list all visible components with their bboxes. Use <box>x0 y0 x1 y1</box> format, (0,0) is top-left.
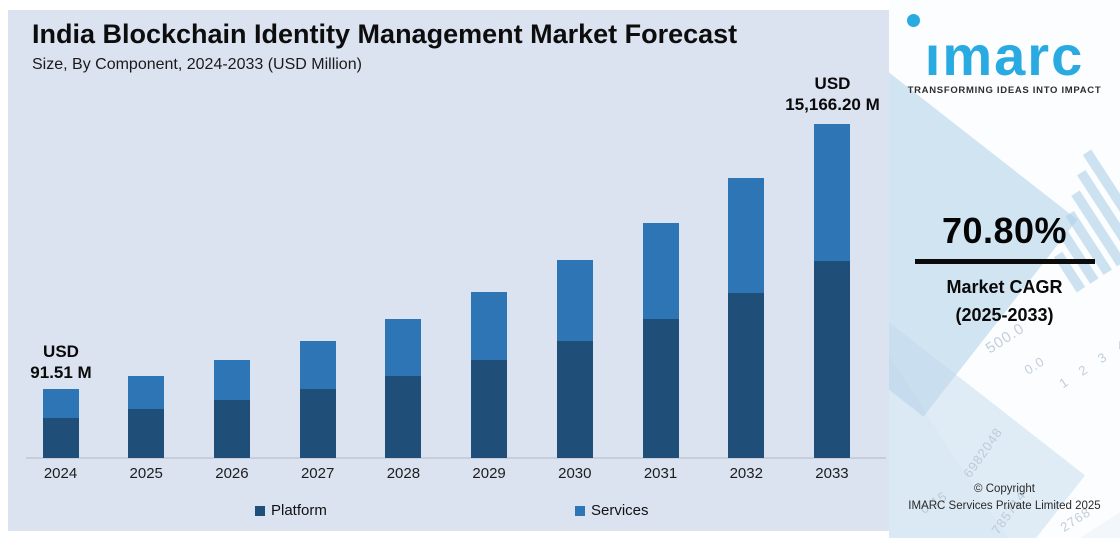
x-axis-label-2030: 2030 <box>558 465 592 482</box>
data-label-2033-line1: USD <box>814 74 851 93</box>
chart-title: India Blockchain Identity Management Mar… <box>32 19 738 49</box>
legend-item-platform: Platform <box>255 502 327 519</box>
bar-segment-services-2032 <box>728 178 765 293</box>
x-axis-label-2033: 2033 <box>815 465 849 482</box>
copyright-line2: IMARC Services Private Limited 2025 <box>908 500 1101 512</box>
bar-segment-services-2029 <box>471 292 508 360</box>
data-label-2024-line2: 91.51 M <box>30 363 92 382</box>
bar-segment-platform-2031 <box>642 319 679 458</box>
cagr-label-line1: Market CAGR <box>946 277 1063 297</box>
bar-segment-services-2030 <box>556 260 593 341</box>
x-axis-label-2024: 2024 <box>43 465 78 482</box>
bar-segment-services-2033 <box>813 124 850 261</box>
watermark-number: 1 2 3 4 <box>1056 333 1120 392</box>
watermark-number: 6982048 <box>960 424 1006 481</box>
chart-legend: Platform Services <box>8 502 889 526</box>
cagr-underline <box>914 259 1095 264</box>
bar-2033 <box>813 124 850 458</box>
x-axis-label-2031: 2031 <box>643 465 678 482</box>
legend-item-services: Services <box>575 502 649 519</box>
x-axis-label-2032: 2032 <box>729 465 763 482</box>
bar-2032 <box>728 178 765 458</box>
bar-2028 <box>385 319 422 458</box>
legend-label-services: Services <box>591 502 649 519</box>
bar-2025 <box>128 376 165 458</box>
chart-panel: India Blockchain Identity Management Mar… <box>8 10 889 531</box>
plot-area: USD 91.51 M USD 15,166.20 M Platform Ser… <box>8 10 889 531</box>
legend-label-platform: Platform <box>271 502 327 519</box>
copyright-line1: © Copyright <box>974 483 1035 495</box>
bar-segment-platform-2032 <box>728 293 765 458</box>
bar-segment-platform-2033 <box>813 261 850 458</box>
logo-dot-icon <box>907 14 920 27</box>
x-axis-label-2026: 2026 <box>215 465 249 482</box>
bar-segment-services-2031 <box>642 223 679 319</box>
services-swatch-icon <box>575 505 585 516</box>
bar-segment-services-2028 <box>385 319 422 376</box>
data-label-2024-line1: USD <box>43 342 79 361</box>
bar-segment-platform-2026 <box>213 400 250 458</box>
cagr-block: 70.80% Market CAGR (2025-2033) <box>889 210 1120 329</box>
logo-wordmark: ımarc <box>924 24 1085 87</box>
bar-segment-platform-2024 <box>42 418 79 458</box>
bar-segment-services-2026 <box>213 360 250 400</box>
data-label-2033-line2: 15,166.20 M <box>785 95 880 114</box>
brand-panel: 500.0 0.0 1 2 3 4 6982048 0.15 785714 27… <box>889 0 1120 538</box>
x-axis-label-2028: 2028 <box>386 465 421 482</box>
bar-2031 <box>642 223 679 458</box>
bar-2024 <box>42 389 79 458</box>
imarc-logo: ımarc TRANSFORMING IDEAS INTO IMPACT <box>889 14 1120 96</box>
bar-segment-platform-2025 <box>128 409 165 458</box>
bar-2026 <box>213 360 250 458</box>
watermark-number: 0.0 <box>1021 353 1048 378</box>
cagr-label-line2: (2025-2033) <box>955 305 1054 325</box>
bar-segment-services-2025 <box>128 376 165 409</box>
x-axis-label-2027: 2027 <box>300 465 335 482</box>
x-axis-label-2029: 2029 <box>472 465 506 482</box>
copyright: © Copyright IMARC Services Private Limit… <box>889 481 1120 515</box>
bar-2029 <box>471 292 508 458</box>
bar-segment-platform-2030 <box>556 341 593 458</box>
bar-2027 <box>299 341 336 458</box>
cagr-value: 70.80% <box>941 210 1068 251</box>
bar-segment-platform-2028 <box>385 376 422 458</box>
platform-swatch-icon <box>255 505 265 516</box>
bar-segment-services-2027 <box>299 341 336 389</box>
bar-segment-services-2024 <box>42 389 79 418</box>
chart-subtitle: Size, By Component, 2024-2033 (USD Milli… <box>32 56 362 73</box>
bar-2030 <box>556 260 593 458</box>
data-label-2024: USD 91.51 M <box>11 341 111 383</box>
logo-tagline: TRANSFORMING IDEAS INTO IMPACT <box>907 85 1102 96</box>
bar-segment-platform-2027 <box>299 389 336 458</box>
bar-segment-platform-2029 <box>471 360 508 458</box>
data-label-2033: USD 15,166.20 M <box>770 73 895 115</box>
x-axis-label-2025: 2025 <box>129 465 163 482</box>
x-axis-line <box>26 457 886 459</box>
